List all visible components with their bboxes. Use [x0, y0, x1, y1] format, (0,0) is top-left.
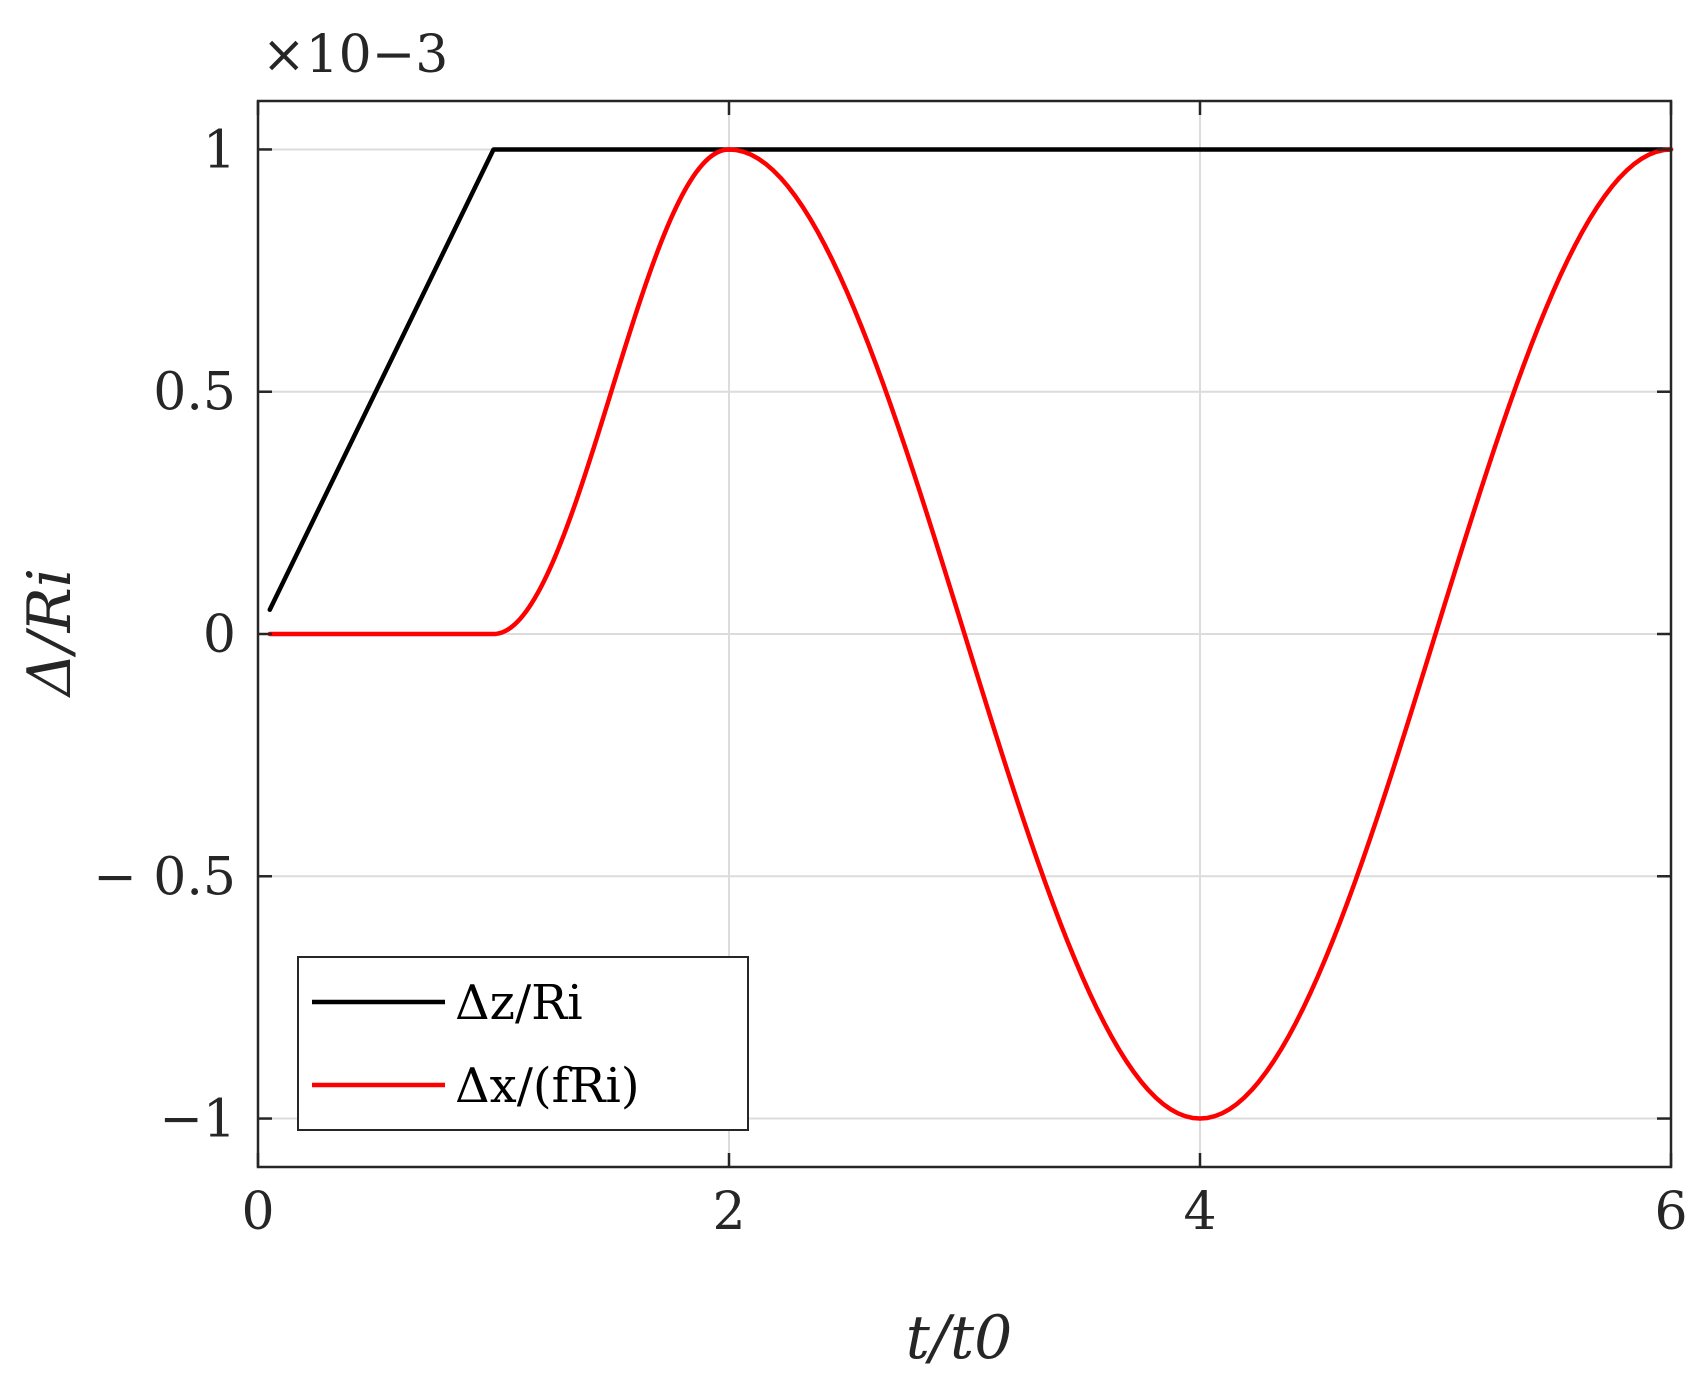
y-axis-label: Δ/Ri — [15, 568, 85, 698]
legend-box — [297, 956, 749, 1131]
x-tick-label: 4 — [1183, 1182, 1216, 1242]
y-tick-label: 0 — [203, 605, 236, 665]
y-tick-label: − 0.5 — [93, 847, 236, 907]
y-tick-label: −1 — [159, 1090, 236, 1150]
series-line-1 — [267, 147, 1674, 1121]
y-exponent-label: ×10−3 — [262, 25, 448, 85]
x-axis-label: t/t0 — [906, 1303, 1013, 1373]
axis-ticks: 0 2 4 6 1 0.5 0 − 0.5 −1 — [93, 101, 1688, 1242]
y-tick-label: 0.5 — [153, 363, 236, 423]
legend: Δz/Ri Δx/(fRi) — [297, 956, 749, 1131]
x-tick-label: 0 — [241, 1182, 274, 1242]
x-tick-label: 6 — [1654, 1182, 1687, 1242]
legend-entry-1: Δx/(fRi) — [455, 1058, 640, 1114]
plot-series — [267, 147, 1674, 1121]
legend-entry-0: Δz/Ri — [455, 975, 583, 1031]
x-tick-label: 2 — [712, 1182, 745, 1242]
y-tick-label: 1 — [203, 120, 236, 180]
series-line-0 — [267, 147, 1674, 613]
